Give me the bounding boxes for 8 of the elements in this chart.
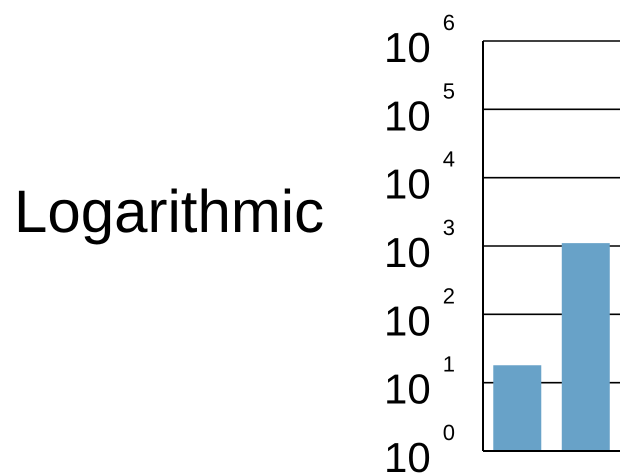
y-tick-label: 10$^{0}$ <box>384 420 455 476</box>
y-tick-label: 10$^{2}$ <box>384 283 455 344</box>
y-tick-label: 10$^{3}$ <box>384 215 455 276</box>
y-tick-label: 10$^{5}$ <box>384 78 455 140</box>
y-tick-label: 10$^{6}$ <box>384 10 455 71</box>
y-tick-label: 10$^{4}$ <box>384 146 455 208</box>
y-tick-label: 10$^{1}$ <box>384 352 455 413</box>
y-axis-title: Logarithmic <box>14 178 324 245</box>
